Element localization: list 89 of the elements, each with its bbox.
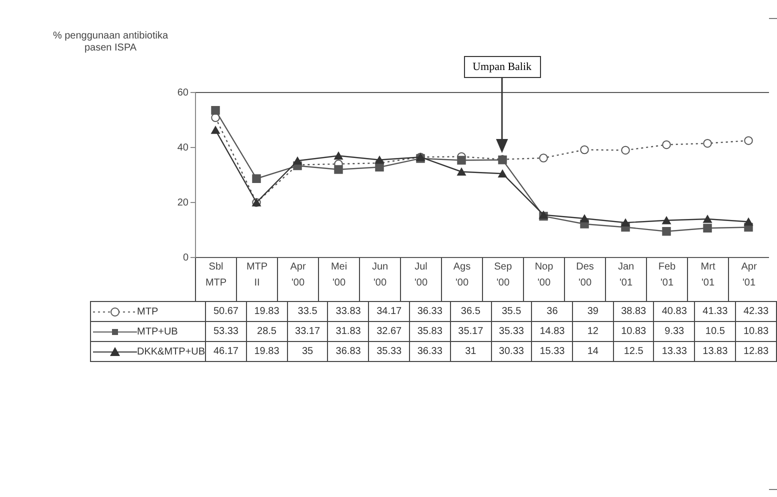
data-label: 53.33: [206, 322, 246, 342]
data-label: 14.83: [532, 322, 573, 342]
x-tick-label: Mrt '01: [700, 262, 716, 288]
x-tick-label: Feb '01: [658, 262, 676, 288]
point: [539, 154, 548, 162]
data-label: 12.5: [613, 342, 654, 362]
data-label: 10.83: [736, 322, 776, 342]
point: [252, 174, 261, 183]
data-label: 35.5: [491, 302, 532, 322]
point: [662, 140, 671, 150]
legend-label: MTP: [137, 306, 158, 318]
data-label: 41.33: [694, 302, 736, 322]
point: [375, 156, 384, 164]
data-label: 9.33: [654, 322, 695, 342]
point: [580, 214, 589, 222]
legend-label: MTP+UB: [137, 326, 178, 338]
point: [703, 224, 712, 232]
y-tick-label: 40: [177, 142, 189, 154]
data-label: 35.83: [409, 322, 450, 342]
point: [744, 218, 753, 226]
data-label: 15.33: [532, 342, 573, 362]
data-label: 14: [572, 342, 614, 362]
data-label: 33.17: [287, 322, 328, 342]
data-label: 31: [450, 342, 492, 362]
point: [662, 216, 671, 224]
data-label: 35.33: [491, 322, 532, 342]
point: [211, 106, 220, 115]
point: [703, 138, 712, 148]
data-label: 28.5: [246, 322, 288, 342]
data-label: 35.33: [368, 342, 410, 362]
x-tick-label: Des '00: [576, 262, 594, 288]
data-label: 36.5: [450, 302, 492, 322]
x-tick-label: Nop '00: [534, 262, 554, 288]
point: [457, 156, 466, 165]
point: [457, 168, 466, 176]
x-tick-label: Jan '01: [618, 262, 634, 288]
y-tick-label: 0: [182, 252, 189, 264]
data-label: 33.83: [328, 302, 369, 322]
x-tick-label: Ags '00: [453, 262, 471, 288]
data-label: 46.17: [206, 342, 246, 362]
y-axis-title: % penggunaan antibiotika pasen ISPA: [52, 30, 168, 54]
data-label: 13.83: [694, 342, 736, 362]
data-label: 33.5: [287, 302, 328, 322]
x-tick-label: Sbl MTP: [205, 262, 227, 288]
data-label: 35: [287, 342, 328, 362]
point: [621, 146, 630, 155]
point: [580, 145, 589, 154]
data-label: 40.83: [654, 302, 695, 322]
data-label: 30.33: [491, 342, 532, 362]
data-label: 50.67: [206, 302, 246, 322]
data-label: 13.33: [654, 342, 695, 362]
data-label: 12: [572, 322, 614, 342]
data-label: 19.83: [246, 302, 288, 322]
point: [498, 170, 507, 178]
x-tick-label: Apr '01: [741, 262, 758, 288]
x-tick-label: Apr '00: [290, 262, 306, 288]
point: [662, 226, 671, 236]
data-label: 35.17: [450, 322, 492, 342]
legend-label: DKK&MTP+UB: [137, 346, 206, 358]
point: [334, 165, 343, 174]
x-tick-label: Sep '00: [494, 262, 512, 288]
data-label: 19.83: [246, 342, 288, 362]
point: [621, 218, 630, 226]
data-label: 42.33: [736, 302, 776, 322]
y-tick-label: 60: [177, 88, 189, 98]
data-label: 10.83: [613, 322, 654, 342]
point: [703, 215, 712, 223]
data-label: 36: [532, 302, 573, 322]
data-label: 38.83: [613, 302, 654, 322]
x-tick-label: Jul '00: [414, 262, 428, 288]
data-label: 32.67: [368, 322, 410, 342]
point: [744, 136, 753, 145]
y-tick-label: 20: [177, 198, 189, 208]
point: [293, 156, 302, 165]
text: Umpan Balik: [464, 56, 541, 78]
data-label: 36.83: [328, 342, 369, 362]
x-tick-label: Jun '00: [372, 262, 388, 288]
point: [334, 152, 343, 160]
data-label: 36.33: [409, 342, 450, 362]
data-label: 31.83: [328, 322, 369, 342]
point: [375, 162, 384, 172]
data-label: 36.33: [409, 302, 450, 322]
data-label: 34.17: [368, 302, 410, 322]
data-label: 12.83: [736, 342, 776, 362]
x-tick-label: MTP II: [246, 262, 268, 288]
point: [211, 126, 220, 134]
x-tick-label: Mei '00: [330, 262, 348, 288]
data-label: 10.5: [694, 322, 736, 342]
data-label: 39: [572, 302, 614, 322]
